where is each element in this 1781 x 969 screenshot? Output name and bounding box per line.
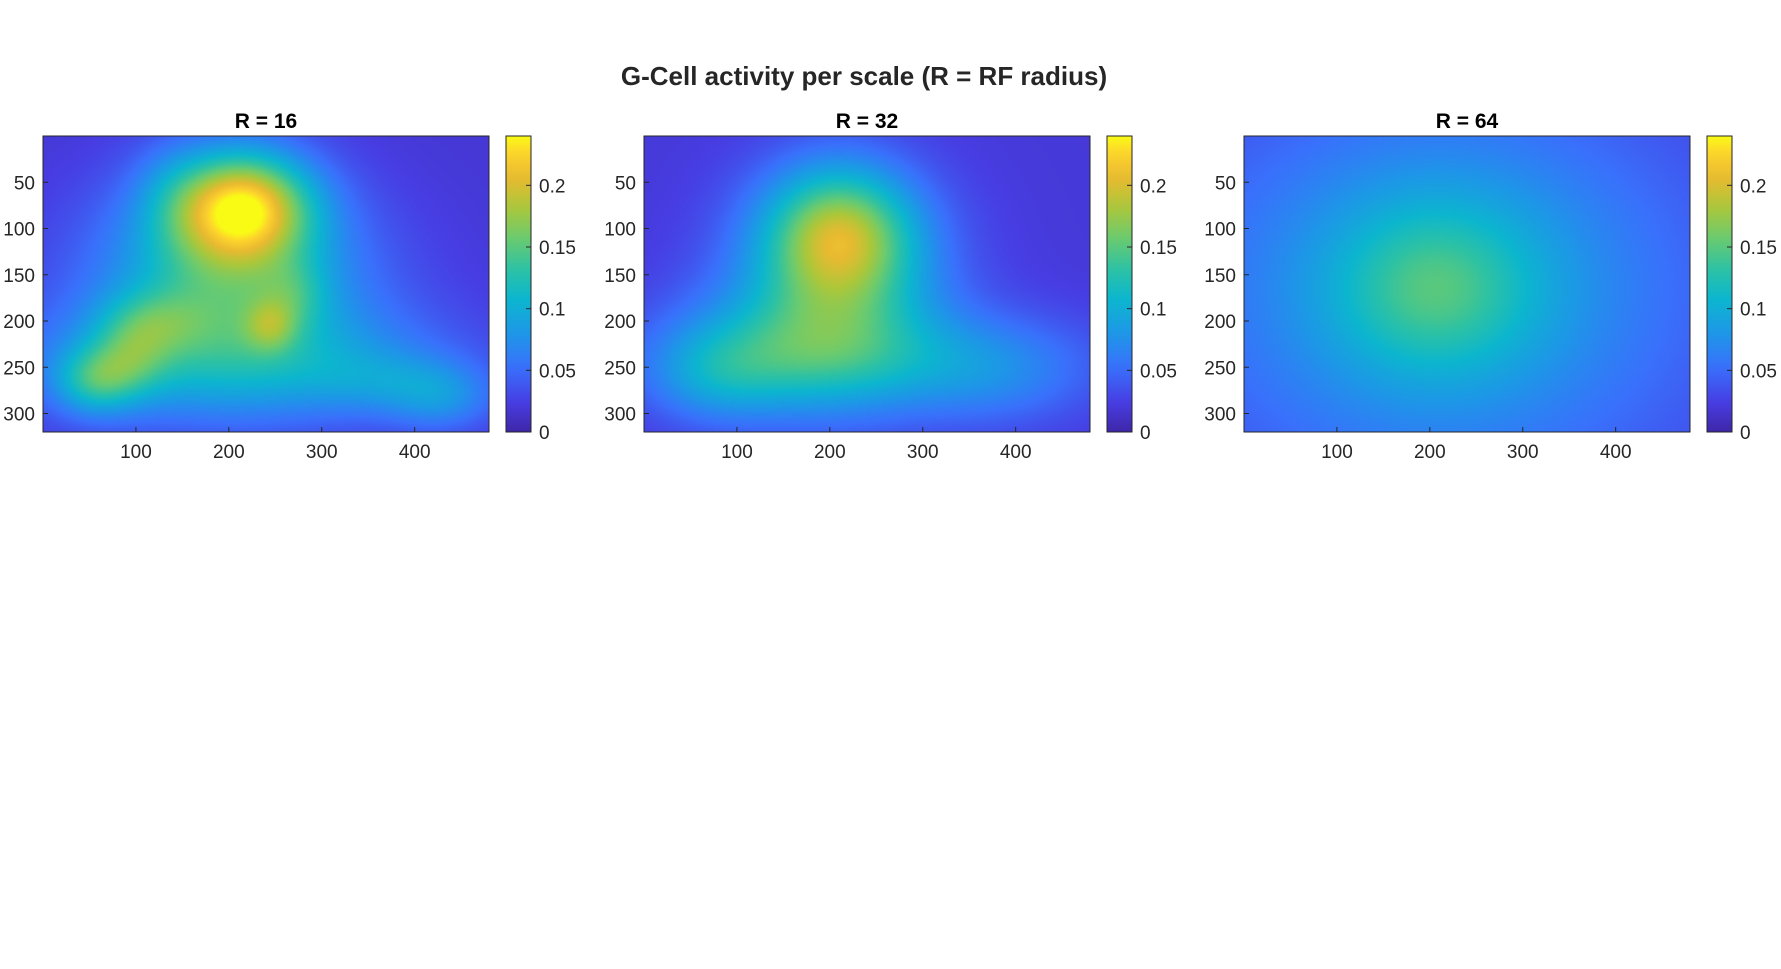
panel-title: R = 64 bbox=[1436, 110, 1499, 133]
y-tick-label: 250 bbox=[3, 358, 35, 379]
heatmap-image bbox=[43, 136, 489, 432]
colorbar-tick-label: 0.15 bbox=[1740, 238, 1777, 259]
y-tick-label: 50 bbox=[615, 173, 636, 194]
colorbar bbox=[1706, 135, 1733, 433]
panel-1: R = 16 100 200 300 400 50 100 150 200 250 300 0 0.05… bbox=[3, 110, 576, 463]
x-tick-label: 200 bbox=[1414, 442, 1446, 463]
colorbar-tick-label: 0.05 bbox=[1740, 361, 1777, 382]
colorbar-tick-label: 0.2 bbox=[1140, 176, 1166, 197]
y-tick-label: 200 bbox=[1204, 312, 1236, 333]
x-tick-label: 300 bbox=[1507, 442, 1539, 463]
x-tick-label: 400 bbox=[1000, 442, 1032, 463]
y-tick-label: 100 bbox=[3, 220, 35, 241]
y-tick-label: 150 bbox=[3, 266, 35, 287]
colorbar bbox=[505, 135, 532, 433]
x-tick-label: 300 bbox=[306, 442, 338, 463]
panel-2: R = 32 100 200 300 400 50 100 150 200 250 300 0 0.05… bbox=[604, 110, 1177, 463]
colorbar-tick-label: 0.05 bbox=[539, 361, 576, 382]
y-tick-label: 300 bbox=[1204, 405, 1236, 426]
y-tick-label: 50 bbox=[14, 173, 35, 194]
heatmap-image bbox=[1244, 136, 1690, 432]
colorbar-tick-label: 0.1 bbox=[1140, 300, 1166, 321]
colorbar-tick-label: 0.15 bbox=[539, 238, 576, 259]
axes-box bbox=[42, 135, 490, 433]
y-tick-label: 50 bbox=[1215, 173, 1236, 194]
colorbar-tick-label: 0.2 bbox=[1740, 176, 1766, 197]
colorbar-tick-label: 0.05 bbox=[1140, 361, 1177, 382]
colorbar-tick-label: 0 bbox=[1740, 423, 1751, 444]
y-tick-label: 150 bbox=[604, 266, 636, 287]
colorbar-tick-label: 0.2 bbox=[539, 176, 565, 197]
x-tick-label: 400 bbox=[1600, 442, 1632, 463]
y-tick-label: 250 bbox=[1204, 358, 1236, 379]
colorbar-tick-label: 0.1 bbox=[1740, 300, 1766, 321]
y-tick-label: 250 bbox=[604, 358, 636, 379]
y-tick-label: 300 bbox=[3, 405, 35, 426]
x-tick-label: 400 bbox=[399, 442, 431, 463]
x-tick-label: 200 bbox=[213, 442, 245, 463]
colorbar-tick-label: 0.1 bbox=[539, 300, 565, 321]
axes-box bbox=[1243, 135, 1691, 433]
panel-title: R = 32 bbox=[836, 110, 898, 133]
panels: R = 16 100 200 300 400 50 100 150 200 250 300 0 0.05… bbox=[3, 110, 1777, 463]
colorbar-tick-label: 0.15 bbox=[1140, 238, 1177, 259]
x-tick-label: 100 bbox=[721, 442, 753, 463]
colorbar-tick-label: 0 bbox=[1140, 423, 1151, 444]
heatmap-image bbox=[644, 136, 1090, 432]
y-tick-label: 300 bbox=[604, 405, 636, 426]
x-tick-label: 100 bbox=[1321, 442, 1353, 463]
x-tick-label: 100 bbox=[120, 442, 152, 463]
y-tick-label: 100 bbox=[1204, 220, 1236, 241]
y-tick-label: 200 bbox=[3, 312, 35, 333]
x-tick-label: 300 bbox=[907, 442, 939, 463]
y-tick-label: 150 bbox=[1204, 266, 1236, 287]
panel-3: R = 64 100 200 300 400 50 100 150 200 250 300 0 0.05… bbox=[1204, 110, 1777, 463]
figure-title: G-Cell activity per scale (R = RF radius… bbox=[621, 61, 1107, 91]
x-tick-label: 200 bbox=[814, 442, 846, 463]
panel-title: R = 16 bbox=[235, 110, 297, 133]
colorbar-tick-label: 0 bbox=[539, 423, 550, 444]
colorbar bbox=[1106, 135, 1133, 433]
axes-box bbox=[643, 135, 1091, 433]
y-tick-label: 100 bbox=[604, 220, 636, 241]
y-tick-label: 200 bbox=[604, 312, 636, 333]
